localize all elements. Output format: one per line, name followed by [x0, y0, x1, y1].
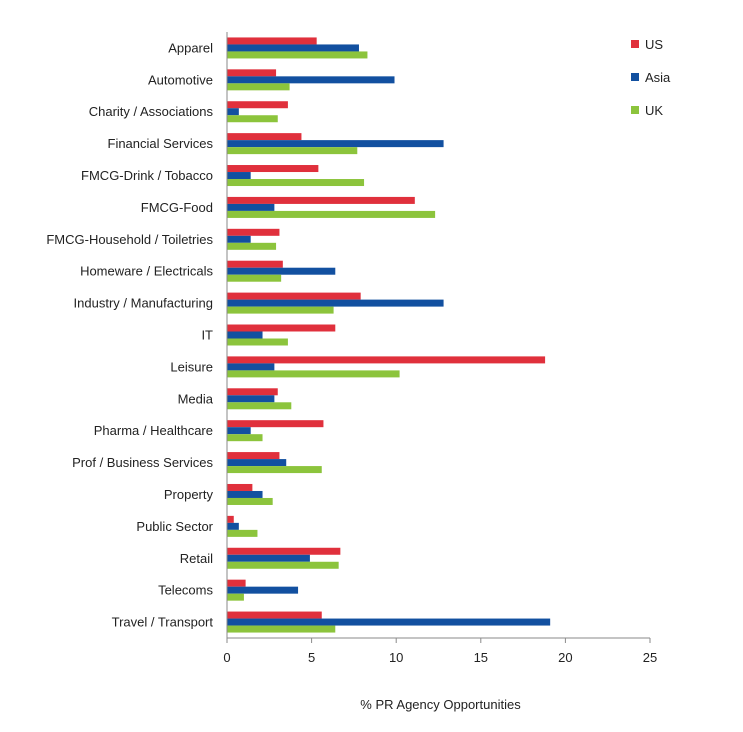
bar-us-6 — [227, 196, 415, 204]
bar-asia-9 — [227, 299, 444, 307]
bar-asia-11 — [227, 363, 275, 371]
x-tick-label: 5 — [308, 650, 315, 665]
bar-us-12 — [227, 388, 278, 396]
bar-asia-17 — [227, 554, 310, 562]
legend-label-uk: UK — [645, 103, 663, 118]
bar-asia-18 — [227, 586, 299, 594]
category-label: Property — [164, 487, 214, 502]
bar-us-4 — [227, 133, 302, 141]
bar-asia-14 — [227, 459, 287, 467]
category-label: Industry / Manufacturing — [74, 296, 213, 311]
bar-uk-4 — [227, 147, 358, 155]
bar-asia-5 — [227, 172, 251, 180]
bars-group — [227, 37, 551, 633]
x-axis-ticks: 0 5 10 15 20 25 — [223, 638, 657, 665]
bar-asia-13 — [227, 427, 251, 435]
bar-asia-16 — [227, 522, 239, 530]
category-label: Retail — [180, 551, 213, 566]
category-label: Homeware / Electricals — [80, 264, 213, 279]
bar-uk-16 — [227, 529, 258, 537]
bar-uk-11 — [227, 370, 400, 378]
bar-uk-3 — [227, 115, 278, 123]
bar-asia-7 — [227, 235, 251, 243]
bar-us-13 — [227, 420, 324, 428]
bar-asia-2 — [227, 76, 395, 84]
bar-us-11 — [227, 356, 546, 364]
legend-label-asia: Asia — [645, 70, 671, 85]
category-label: Pharma / Healthcare — [94, 423, 213, 438]
x-tick-label: 25 — [643, 650, 657, 665]
bar-us-14 — [227, 452, 280, 460]
bar-uk-15 — [227, 497, 273, 505]
bar-asia-3 — [227, 108, 239, 116]
legend-label-us: US — [645, 37, 663, 52]
bar-asia-19 — [227, 618, 551, 626]
category-label: Charity / Associations — [89, 104, 214, 119]
bar-uk-12 — [227, 402, 292, 410]
bar-asia-8 — [227, 267, 336, 275]
category-label: Leisure — [170, 359, 213, 374]
category-label: Financial Services — [108, 136, 214, 151]
category-label: FMCG-Household / Toiletries — [46, 232, 213, 247]
bar-us-9 — [227, 292, 361, 300]
legend-swatch-asia — [631, 73, 639, 81]
bar-us-5 — [227, 165, 319, 173]
bar-uk-7 — [227, 242, 277, 250]
bar-asia-6 — [227, 203, 275, 211]
bar-us-8 — [227, 260, 283, 268]
category-label: Telecoms — [158, 583, 213, 598]
bar-uk-9 — [227, 306, 334, 314]
bar-us-2 — [227, 69, 277, 77]
category-label: Apparel — [168, 40, 213, 55]
bar-uk-18 — [227, 593, 244, 601]
bar-us-1 — [227, 37, 317, 45]
bar-uk-5 — [227, 179, 365, 187]
category-label: Public Sector — [136, 519, 213, 534]
bar-us-16 — [227, 515, 234, 523]
legend-swatch-uk — [631, 106, 639, 114]
category-labels: Apparel Automotive Charity / Associations F… — [46, 40, 213, 629]
legend: US Asia UK — [631, 37, 671, 118]
legend-swatch-us — [631, 40, 639, 48]
category-label: Media — [178, 391, 214, 406]
category-label: FMCG-Food — [141, 200, 213, 215]
category-label: IT — [201, 328, 213, 343]
category-label: Automotive — [148, 72, 213, 87]
bar-asia-4 — [227, 140, 444, 148]
bar-us-3 — [227, 101, 288, 109]
bar-uk-13 — [227, 434, 263, 442]
bar-us-19 — [227, 611, 322, 619]
bar-uk-17 — [227, 561, 339, 569]
x-tick-label: 20 — [558, 650, 572, 665]
bar-us-7 — [227, 228, 280, 236]
bar-asia-12 — [227, 395, 275, 403]
bar-us-17 — [227, 547, 341, 555]
bar-uk-10 — [227, 338, 288, 346]
bar-us-18 — [227, 579, 246, 587]
bar-uk-2 — [227, 83, 290, 91]
bar-uk-14 — [227, 466, 322, 474]
category-label: Prof / Business Services — [72, 455, 213, 470]
bar-uk-19 — [227, 625, 336, 633]
bar-asia-10 — [227, 331, 263, 339]
bar-us-15 — [227, 483, 253, 491]
category-label: Travel / Transport — [112, 615, 214, 630]
bar-asia-15 — [227, 490, 263, 498]
category-label: FMCG-Drink / Tobacco — [81, 168, 213, 183]
bar-asia-1 — [227, 44, 359, 52]
x-tick-label: 10 — [389, 650, 403, 665]
bar-uk-1 — [227, 51, 368, 59]
x-tick-label: 0 — [223, 650, 230, 665]
x-tick-label: 15 — [474, 650, 488, 665]
bar-uk-6 — [227, 210, 436, 218]
bar-uk-8 — [227, 274, 282, 282]
bar-us-10 — [227, 324, 336, 332]
x-axis-title: % PR Agency Opportunities — [360, 697, 521, 712]
